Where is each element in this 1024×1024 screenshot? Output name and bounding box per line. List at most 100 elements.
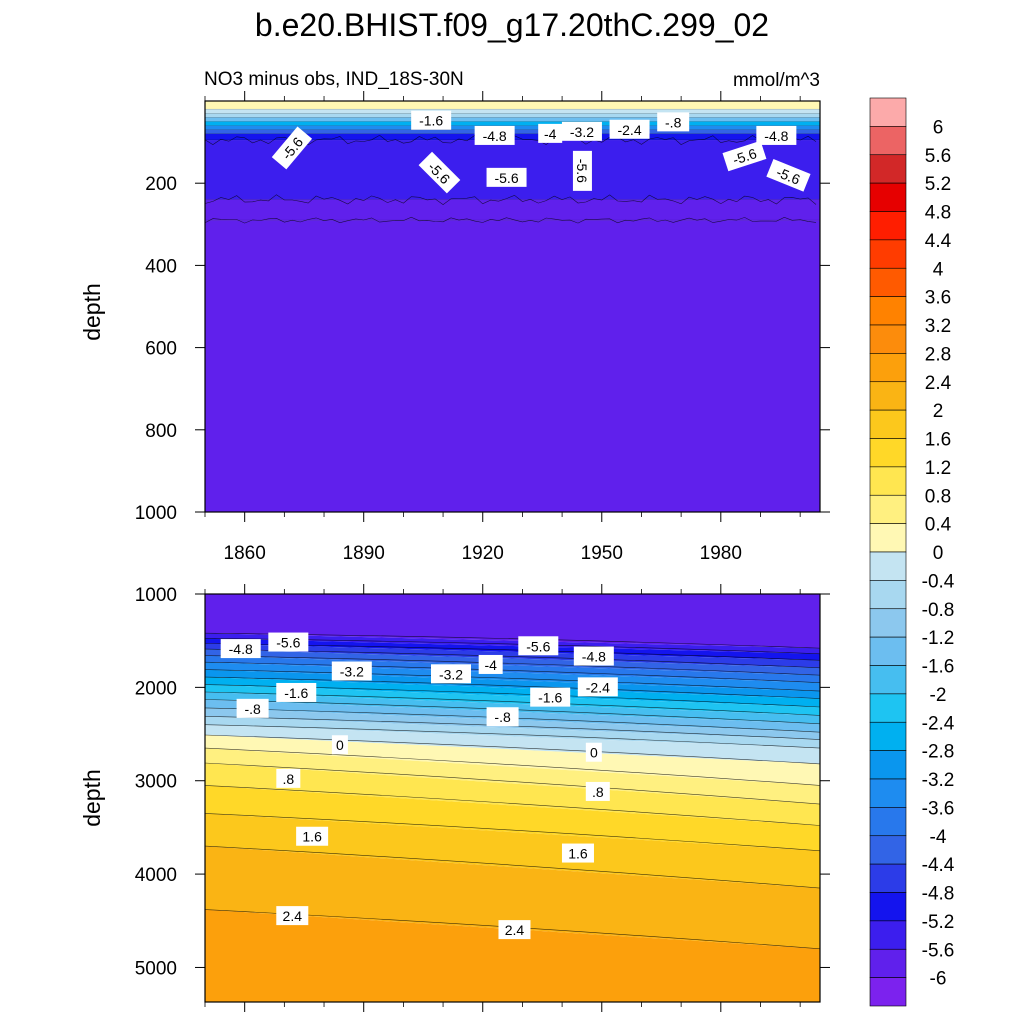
contour-label: 2.4: [498, 920, 531, 940]
contour-label-box: [538, 123, 563, 143]
contour-label-text: -1.6: [538, 690, 562, 706]
colorbar-label: -6: [930, 969, 947, 990]
colorbar-box: [869, 239, 907, 269]
depth-band: [205, 117, 820, 122]
colorbar-label: 3.2: [925, 316, 951, 337]
contour-label-text: .8: [592, 784, 604, 800]
contour-label-box: [486, 167, 527, 187]
depth-band: [205, 735, 820, 786]
y-tick-label: 4000: [135, 865, 177, 886]
colorbar-box: [869, 296, 907, 326]
colorbar-label: -4.4: [922, 855, 955, 876]
colorbar-box: [869, 494, 907, 524]
colorbar-box: [869, 324, 907, 354]
colorbar-box: [869, 778, 907, 808]
y-tick-label: 600: [145, 339, 177, 360]
contour-label-box: [431, 664, 471, 684]
contour-label-text: -4: [484, 657, 497, 673]
figure-title: b.e20.BHIST.f09_g17.20thC.299_02: [255, 7, 769, 43]
contour-label-box: [478, 654, 503, 674]
y-tick-label: 800: [145, 421, 177, 442]
colorbar-box: [869, 182, 907, 212]
contour-label-box: [411, 110, 452, 130]
depth-band: [205, 763, 820, 826]
colorbar-label: -5.2: [922, 912, 955, 933]
contour-label-text: -4.8: [229, 641, 253, 657]
contour-label-box: [418, 151, 461, 194]
contour-line: [204, 762, 821, 805]
colorbar-label: 2: [933, 401, 944, 422]
contour-label-text: 1.6: [302, 829, 322, 845]
contour-label-text: -3.2: [439, 666, 463, 682]
depth-band: [205, 684, 820, 716]
contour-label: 2.4: [276, 906, 309, 926]
contour-label: -2.4: [577, 677, 618, 697]
y-tick-label: 3000: [135, 772, 177, 793]
contour-label-box: [585, 781, 610, 801]
colorbar-label: 1.2: [925, 458, 951, 479]
upper-contour-panel: 200 400 600 800 1000 1860 1890 1920 1950 1980 dept…: [79, 91, 830, 564]
colorbar-box: [869, 154, 907, 184]
colorbar-box: [869, 551, 907, 581]
colorbar-label: 0: [933, 543, 944, 564]
contour-label: -5.6: [268, 632, 309, 652]
contour-label: .8: [585, 781, 610, 801]
contour-label-text: -2.4: [586, 679, 610, 695]
contour-label-box: [276, 768, 301, 788]
colorbar-label: -3.2: [922, 770, 955, 791]
colorbar-box: [869, 409, 907, 439]
colorbar-label: -4: [930, 827, 947, 848]
contour-label-text: 1.6: [568, 846, 588, 862]
y-tick-label: 5000: [135, 958, 177, 979]
contour-line: [204, 669, 821, 692]
contour-label: -.8: [657, 112, 690, 132]
depth-band: [205, 785, 820, 851]
contour-label-box: [561, 121, 602, 141]
contour-label-box: [276, 906, 309, 926]
colorbar-box: [869, 892, 907, 922]
contour-label: -4.8: [220, 639, 261, 659]
colorbar-label: 0.8: [925, 486, 951, 507]
contour-label-box: [518, 636, 559, 656]
colorbar-box: [869, 636, 907, 666]
y-tick-label: 2000: [135, 678, 177, 699]
contour-label-box: [220, 639, 261, 659]
depth-band: [205, 109, 820, 114]
contour-label-box: [236, 698, 269, 718]
contour-label-box: [572, 150, 592, 191]
contour-line: [204, 813, 821, 852]
y-tick-label: 200: [145, 174, 177, 195]
colorbar-label: 2.4: [925, 373, 952, 394]
x-tick-label: 1980: [700, 543, 742, 564]
contour-label: -3.2: [561, 121, 602, 141]
contour-label-text: -2.4: [617, 122, 641, 138]
contour-label-box: [268, 632, 309, 652]
contour-label-box: [561, 843, 594, 863]
contour-label-text: -3.2: [340, 663, 364, 679]
contour-label-text: -4.8: [764, 128, 788, 144]
contour-label: -3.2: [331, 661, 372, 681]
contour-label: -5.6: [572, 150, 592, 191]
contour-line: [204, 676, 821, 699]
contour-label: -4.8: [474, 125, 515, 145]
y-axis-title: depth: [79, 283, 105, 341]
contour-label: 0: [331, 735, 348, 755]
colorbar-box: [869, 580, 907, 610]
contour-label-box: [498, 920, 531, 940]
contour-label: -1.6: [530, 687, 571, 707]
contour-label-text: .8: [282, 771, 294, 787]
contour-label-text: -5.6: [276, 635, 300, 651]
colorbar-box: [869, 948, 907, 978]
colorbar-box: [869, 693, 907, 723]
contour-label: 0: [585, 742, 602, 762]
contour-label-text: 2.4: [505, 922, 525, 938]
colorbar-box: [869, 920, 907, 950]
contour-line: [204, 661, 821, 683]
y-tick-label: 1000: [135, 585, 177, 606]
contour-label: -5.6: [418, 151, 461, 194]
colorbar-label: -3.6: [922, 798, 955, 819]
colorbar-label: -0.4: [922, 571, 955, 592]
contour-label-text: 0: [590, 745, 598, 761]
colorbar-box: [869, 381, 907, 411]
colorbar-box: [869, 750, 907, 780]
